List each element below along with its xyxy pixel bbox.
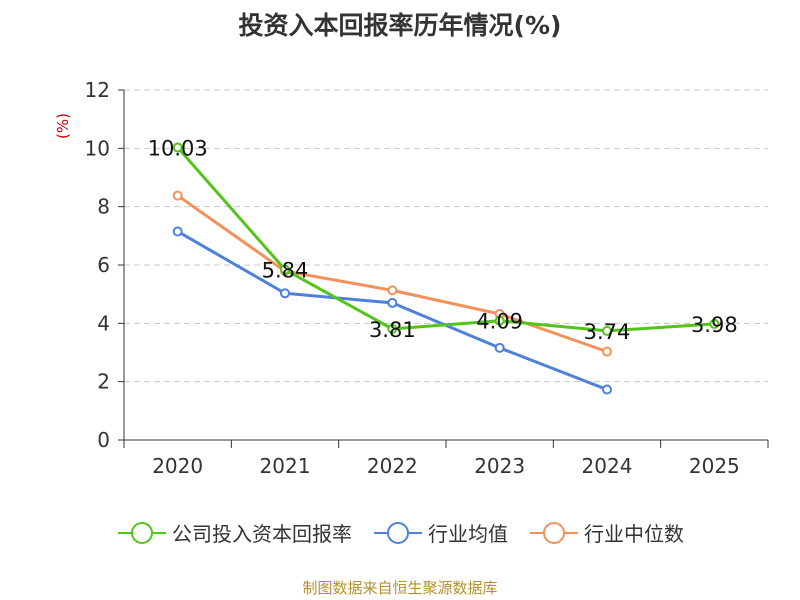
series-0-point [172,142,183,153]
grid-layer [124,89,768,383]
data-label: 3.81 [369,318,416,342]
y-tick-label: 6 [97,253,110,277]
data-label: 4.09 [476,310,523,334]
series-0-point [387,323,398,334]
series-1-point [280,288,290,299]
series-2-point [172,190,183,201]
legend-label: 公司投入资本回报率 [172,522,352,546]
y-tick-label: 8 [97,195,110,219]
y-tick-label: 4 [97,311,110,335]
y-tick-label: 2 [97,370,110,394]
series-2-point [387,285,398,296]
series-layer [172,142,720,395]
y-axis-label: (%) [54,113,72,139]
axis-layer: 0 2 4 6 8 10 12 2020 2021 2022 2023 2024 2025 [85,78,769,478]
series-1-point [172,226,183,237]
y-tick-label: 10 [85,136,110,160]
series-line-0 [176,146,715,333]
series-0-point [494,315,505,326]
x-tick-label-2025: 2025 [689,454,740,478]
data-label: 3.98 [691,313,738,337]
y-tick-label: 0 [97,428,110,452]
series-line-1 [176,230,608,391]
legend-label: 行业均值 [428,522,508,546]
data-label: 3.74 [584,320,631,344]
y-tick-label: 12 [85,78,110,102]
legend-marker-icon [118,521,166,544]
series-1-point [602,384,612,395]
x-tick-label-2022: 2022 [367,454,418,478]
series-0-point [602,325,612,336]
label-layer: 10.03 5.84 3.81 4.09 3.74 3.98 [148,136,738,343]
series-0-point [280,264,290,275]
legend: 公司投入资本回报率 行业均值 行业中位数 [0,518,800,547]
legend-label: 行业中位数 [584,522,684,546]
data-source-note: 制图数据来自恒生聚源数据库 [302,579,498,597]
legend-item-0[interactable]: 公司投入资本回报率 [116,518,352,547]
x-tick-label-2020: 2020 [152,454,203,478]
chart-title: 投资入本回报率历年情况(%) [238,11,562,40]
x-tick-label-2023: 2023 [474,454,525,478]
series-2-point [602,346,612,357]
x-tick-label-2024: 2024 [582,454,633,478]
series-1-point [494,342,505,353]
series-0-point [709,318,720,329]
series-1-point [387,297,398,308]
legend-item-2[interactable]: 行业中位数 [528,518,684,547]
x-tick-label-2021: 2021 [260,454,311,478]
legend-marker-icon [530,521,578,544]
legend-marker-icon [374,521,422,544]
data-label: 10.03 [148,136,208,160]
legend-item-1[interactable]: 行业均值 [372,518,508,547]
data-label: 5.84 [262,259,309,283]
